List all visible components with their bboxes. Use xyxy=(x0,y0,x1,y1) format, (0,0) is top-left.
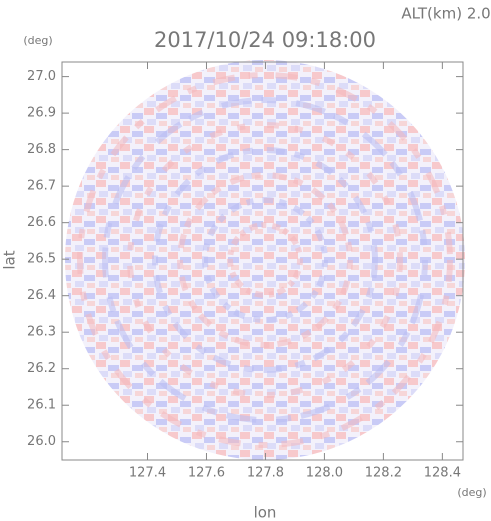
y-tick-label: 26.1 xyxy=(27,398,56,413)
radar-field xyxy=(65,60,465,460)
x-axis-label: lon xyxy=(254,504,277,521)
x-tick-label: 127.6 xyxy=(188,466,225,481)
y-tick-label: 26.4 xyxy=(27,288,56,303)
x-tick-label: 128.2 xyxy=(365,466,402,481)
y-tick-label: 26.5 xyxy=(27,252,56,267)
y-tick-label: 26.8 xyxy=(27,142,56,157)
x-tick-label: 127.8 xyxy=(247,466,284,481)
y-tick-label: 27.0 xyxy=(27,69,56,84)
chart-title: 2017/10/24 09:18:00 xyxy=(154,28,376,52)
y-unit: (deg) xyxy=(23,34,52,47)
x-tick-label: 127.4 xyxy=(129,466,166,481)
altitude-label: ALT(km) 2.0 xyxy=(401,5,490,23)
plot-frame xyxy=(61,61,464,461)
y-tick-label: 26.2 xyxy=(27,361,56,376)
y-tick-label: 26.6 xyxy=(27,215,56,230)
y-tick-label: 26.7 xyxy=(27,179,56,194)
x-tick-label: 128.0 xyxy=(306,466,343,481)
x-tick-label: 128.4 xyxy=(424,466,461,481)
y-tick-label: 26.0 xyxy=(27,434,56,449)
y-tick-label: 26.9 xyxy=(27,106,56,121)
y-tick-label: 26.3 xyxy=(27,325,56,340)
y-axis-label: lat xyxy=(1,250,19,269)
x-unit: (deg) xyxy=(457,486,486,499)
